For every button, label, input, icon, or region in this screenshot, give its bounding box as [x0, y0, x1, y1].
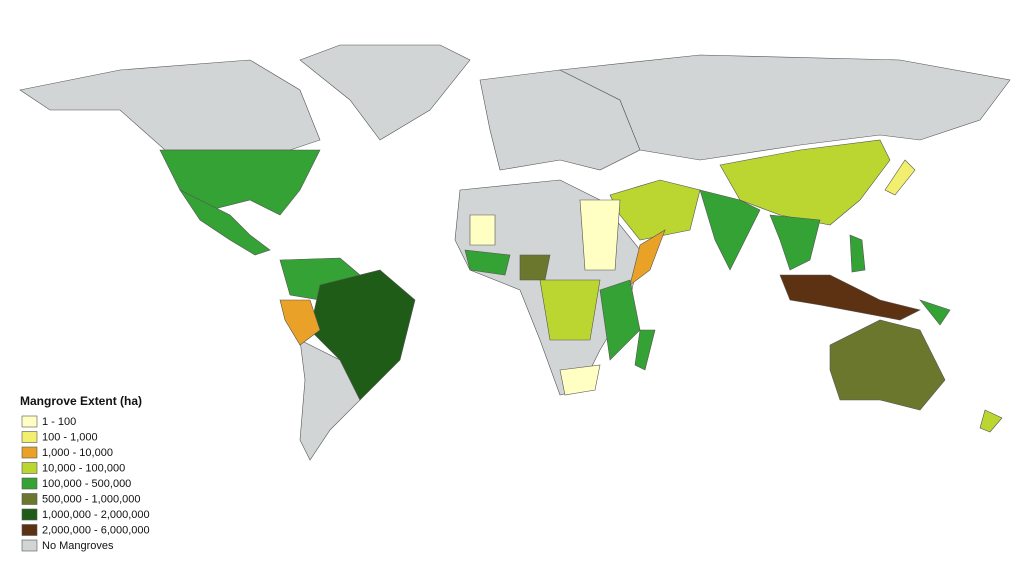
west-sahara — [469, 214, 496, 246]
usa — [159, 149, 321, 216]
middle-east — [609, 179, 701, 241]
legend-swatch — [21, 415, 38, 428]
legend-title: Mangrove Extent (ha) — [20, 394, 142, 408]
central-africa — [539, 279, 601, 341]
somalia — [629, 229, 666, 286]
legend-label: 2,000,000 - 6,000,000 — [42, 524, 150, 536]
central-america — [179, 189, 271, 256]
sudan — [579, 199, 621, 271]
legend-swatch — [21, 539, 38, 552]
russia-asia — [558, 54, 1011, 161]
philippines — [849, 234, 866, 273]
madagascar — [634, 329, 656, 371]
indonesia — [779, 274, 921, 321]
legend-label: 100 - 1,000 — [42, 431, 98, 443]
australia — [829, 319, 946, 411]
legend-label: No Mangroves — [42, 540, 114, 552]
nigeria — [519, 254, 551, 281]
legend-swatch — [21, 477, 38, 490]
canada-alaska — [19, 59, 321, 151]
japan — [884, 159, 916, 196]
legend-swatch — [21, 524, 38, 536]
legend-swatch — [21, 493, 38, 505]
papua-new-guinea — [919, 299, 951, 326]
west-africa — [464, 249, 511, 276]
legend-swatch — [21, 431, 38, 443]
india — [699, 189, 761, 271]
south-africa — [559, 364, 601, 396]
legend: Mangrove Extent (ha) 1 - 100 100 - 1,000 1… — [20, 394, 150, 552]
legend-label: 100,000 - 500,000 — [42, 478, 131, 490]
legend-label: 10,000 - 100,000 — [42, 462, 125, 474]
legend-swatch — [21, 508, 38, 521]
legend-label: 1,000,000 - 2,000,000 — [42, 509, 150, 521]
greenland — [299, 44, 471, 141]
legend-swatch — [21, 462, 38, 474]
legend-label: 1 - 100 — [42, 416, 76, 428]
peru — [279, 299, 321, 346]
east-africa — [599, 279, 641, 361]
legend-label: 1,000 - 10,000 — [42, 447, 113, 459]
brazil — [309, 269, 416, 401]
legend-swatch — [21, 446, 38, 459]
legend-label: 500,000 - 1,000,000 — [42, 493, 140, 505]
southeast-asia — [769, 214, 821, 271]
china — [719, 139, 891, 226]
new-zealand — [979, 409, 1003, 433]
